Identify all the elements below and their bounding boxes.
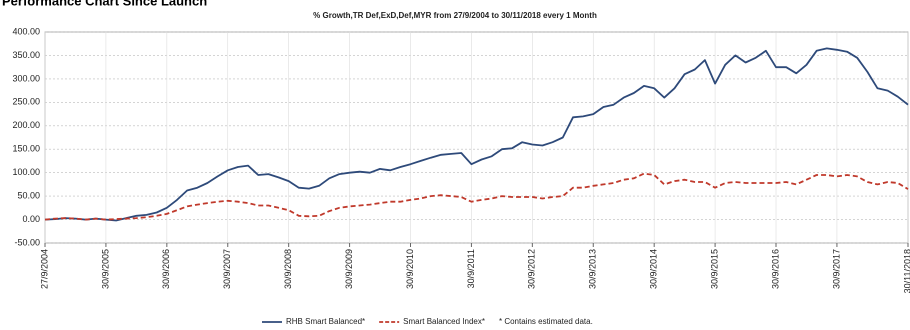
y-tick-label: 50.00 xyxy=(17,190,40,200)
y-tick-label: 100.00 xyxy=(12,167,40,177)
x-tick-label: 30/9/2013 xyxy=(588,249,598,289)
legend-label: RHB Smart Balanced* xyxy=(286,317,365,326)
y-tick-label: 400.00 xyxy=(12,26,40,36)
chart-title: Performance Chart Since Launch xyxy=(2,0,207,8)
x-tick-label: 30/9/2005 xyxy=(100,249,110,289)
x-tick-label: 30/9/2015 xyxy=(709,249,719,289)
x-tick-label: 30/9/2006 xyxy=(161,249,171,289)
x-tick-label: 30/9/2011 xyxy=(466,249,476,288)
y-tick-label: 150.00 xyxy=(12,144,40,154)
series-line xyxy=(44,47,909,222)
x-tick-label: 30/9/2017 xyxy=(831,249,841,289)
x-tick-label: 30/9/2016 xyxy=(770,249,780,289)
x-tick-label: 30/9/2010 xyxy=(405,249,415,289)
legend-label: Smart Balanced Index* xyxy=(403,317,485,326)
y-tick-label: 200.00 xyxy=(12,120,40,130)
x-tick-label: 30/11/2018 xyxy=(902,249,910,293)
x-tick-label: 27/9/2004 xyxy=(39,249,49,289)
x-tick-label: 30/9/2014 xyxy=(649,249,659,289)
y-tick-label: 250.00 xyxy=(12,97,40,107)
x-tick-label: 30/9/2012 xyxy=(527,249,537,289)
series-line xyxy=(44,172,909,221)
chart-subtitle: % Growth,TR Def,ExD,Def,MYR from 27/9/20… xyxy=(313,11,597,20)
x-tick-label: 30/9/2007 xyxy=(222,249,232,289)
x-tick-label: 30/9/2008 xyxy=(283,249,293,289)
x-tick-label: 30/9/2009 xyxy=(344,249,354,289)
y-tick-label: 300.00 xyxy=(12,73,40,83)
legend-note: * Contains estimated data. xyxy=(499,317,593,326)
y-tick-label: 0.00 xyxy=(22,214,40,224)
y-tick-label: 350.00 xyxy=(12,50,40,60)
y-tick-label: -50.00 xyxy=(14,237,40,247)
